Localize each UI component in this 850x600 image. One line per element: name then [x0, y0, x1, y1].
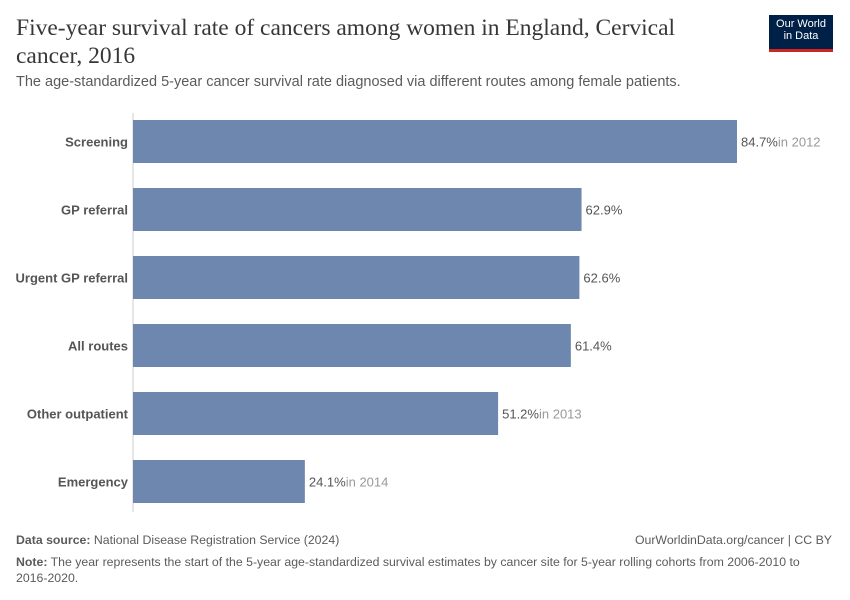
data-source: Data source: National Disease Registrati… [16, 533, 339, 547]
source-text[interactable]: National Disease Registration Service (2… [93, 533, 340, 547]
category-label: Other outpatient [27, 407, 129, 422]
bar[interactable] [133, 188, 582, 231]
note-label: Note: [16, 555, 48, 569]
value-label: 62.9% [586, 203, 623, 218]
chart-title: Five-year survival rate of cancers among… [16, 15, 676, 69]
source-label: Data source: [16, 533, 91, 547]
category-label: Urgent GP referral [16, 271, 128, 286]
value-label: 24.1%in 2014 [309, 475, 389, 490]
category-label: Screening [65, 135, 128, 150]
value-label: 84.7%in 2012 [741, 135, 821, 150]
bar[interactable] [133, 392, 499, 435]
year-note: in 2013 [539, 407, 582, 422]
owid-logo[interactable]: Our World in Data [769, 15, 833, 52]
category-label: All routes [68, 339, 128, 354]
category-label: Emergency [58, 475, 129, 490]
bar[interactable] [133, 256, 580, 299]
bar[interactable] [133, 324, 571, 367]
year-note: in 2012 [778, 135, 821, 150]
note-text: The year represents the start of the 5-y… [16, 555, 800, 585]
value-label: 62.6% [583, 271, 620, 286]
category-label: GP referral [61, 203, 128, 218]
source-url[interactable]: OurWorldinData.org/cancer | CC BY [634, 533, 832, 547]
chart-subtitle: The age-standardized 5-year cancer survi… [16, 74, 681, 90]
year-note: in 2014 [346, 475, 389, 490]
bar[interactable] [133, 120, 737, 163]
value-label: 51.2%in 2013 [502, 407, 582, 422]
bar[interactable] [133, 460, 305, 503]
bar-chart: Screening 84.7%in 2012 GP referral 62.9% Urg… [16, 113, 821, 512]
value-label: 61.4% [575, 339, 612, 354]
note: Note: The year represents the start of t… [16, 554, 831, 586]
